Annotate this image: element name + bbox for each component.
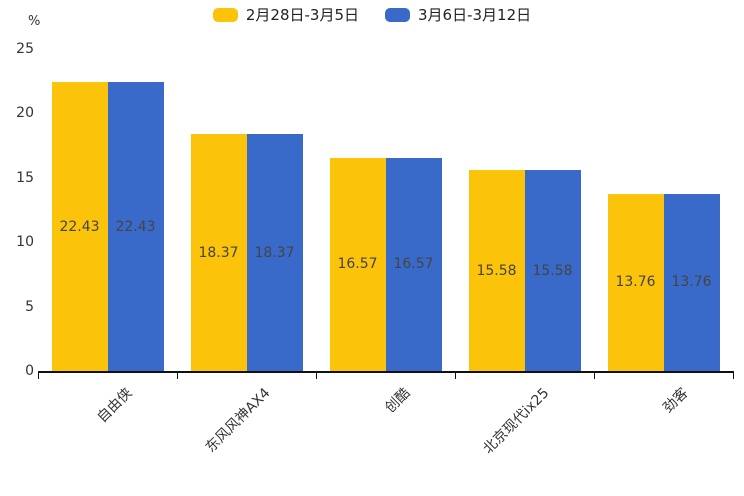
legend-item-series-0[interactable]: 2月28日-3月5日 (212, 6, 359, 24)
bar-value-label: 13.76 (615, 274, 656, 291)
legend-swatch-icon (385, 8, 410, 22)
bar-自由侠-series-0: 22.43 (51, 82, 108, 371)
bar-北京现代ix25-series-0: 15.58 (468, 170, 525, 371)
x-axis-tick (38, 373, 39, 379)
bar-东风风神AX4-series-0: 18.37 (190, 134, 247, 371)
bar-value-label: 16.57 (337, 256, 378, 273)
y-axis-tick-label: 10 (16, 234, 34, 251)
bar-劲客-series-1: 13.76 (663, 193, 720, 371)
x-axis-tick (316, 373, 317, 379)
bar-自由侠-series-1: 22.43 (107, 82, 164, 371)
bar-创酷-series-1: 16.57 (385, 157, 442, 371)
bar-value-label: 18.37 (198, 244, 239, 261)
bar-东风风神AX4-series-1: 18.37 (246, 134, 303, 371)
x-axis-tick (594, 373, 595, 379)
bar-value-label: 16.57 (393, 256, 434, 273)
x-axis-tick (177, 373, 178, 379)
bar-value-label: 18.37 (254, 244, 295, 261)
x-axis-category-label: 东风风神AX4 (203, 385, 274, 456)
bar-创酷-series-0: 16.57 (329, 157, 386, 371)
y-axis-tick-label: 0 (25, 363, 34, 379)
y-axis-tick-label: 15 (16, 169, 34, 186)
x-axis-category-label: 自由侠 (93, 385, 135, 427)
y-axis-tick-label: 5 (25, 298, 34, 315)
bar-value-label: 13.76 (671, 274, 712, 291)
y-axis-tick-label: 25 (16, 41, 34, 57)
x-axis-category-label: 北京现代ix25 (479, 385, 552, 458)
x-axis-category-label: 创酷 (381, 385, 413, 417)
bar-value-label: 22.43 (59, 218, 100, 235)
bar-北京现代ix25-series-1: 15.58 (524, 170, 581, 371)
x-axis-tick (733, 373, 734, 379)
y-axis-tick-label: 20 (16, 105, 34, 122)
legend-item-series-1[interactable]: 3月6日-3月12日 (385, 6, 531, 24)
legend-label: 2月28日-3月5日 (245, 6, 359, 24)
y-axis-unit-label: % (28, 14, 41, 29)
x-axis-category-label: 劲客 (659, 385, 691, 417)
bar-劲客-series-0: 13.76 (607, 193, 664, 371)
x-axis-tick (455, 373, 456, 379)
x-axis-line (38, 371, 734, 373)
bar-value-label: 22.43 (115, 218, 156, 235)
legend-swatch-icon (212, 8, 238, 22)
legend: 2月28日-3月5日 3月6日-3月12日 (0, 6, 744, 24)
bar-value-label: 15.58 (532, 262, 573, 279)
bar-value-label: 15.58 (476, 262, 517, 279)
legend-label: 3月6日-3月12日 (418, 6, 532, 24)
